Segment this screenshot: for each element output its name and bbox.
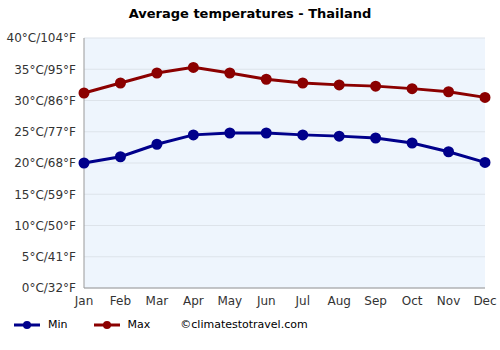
html-text:Min: Min bbox=[48, 318, 68, 331]
svg-text:15°C/59°F: 15°C/59°F bbox=[14, 188, 76, 202]
svg-text:25°C/77°F: 25°C/77°F bbox=[14, 125, 76, 139]
html-text:Average temperatures - Thailan: Average temperatures - Thailand bbox=[128, 6, 372, 21]
svg-text:20°C/68°F: 20°C/68°F bbox=[14, 156, 76, 170]
svg-text:30°C/86°F: 30°C/86°F bbox=[14, 94, 76, 108]
svg-text:Sep: Sep bbox=[364, 294, 387, 308]
svg-text:Feb: Feb bbox=[110, 294, 131, 308]
svg-text:Dec: Dec bbox=[473, 294, 492, 308]
svg-text:Nov: Nov bbox=[437, 294, 460, 308]
svg-text:May: May bbox=[217, 294, 242, 308]
svg-text:Jun: Jun bbox=[256, 294, 276, 308]
svg-text:0°C/32°F: 0°C/32°F bbox=[22, 281, 76, 295]
svg-text:40°C/104°F: 40°C/104°F bbox=[8, 31, 76, 45]
svg-text:Mar: Mar bbox=[146, 294, 169, 308]
html-text:Max: Max bbox=[127, 318, 151, 331]
svg-text:5°C/41°F: 5°C/41°F bbox=[22, 250, 76, 264]
svg-text:Apr: Apr bbox=[183, 294, 204, 308]
html-text:©climatestotravel.com: ©climatestotravel.com bbox=[180, 318, 308, 331]
svg-text:Oct: Oct bbox=[402, 294, 423, 308]
svg-text:35°C/95°F: 35°C/95°F bbox=[14, 63, 76, 77]
svg-text:Jul: Jul bbox=[294, 294, 309, 308]
svg-text:10°C/50°F: 10°C/50°F bbox=[14, 219, 76, 233]
svg-text:Aug: Aug bbox=[327, 294, 350, 308]
svg-text:Jan: Jan bbox=[74, 294, 94, 308]
